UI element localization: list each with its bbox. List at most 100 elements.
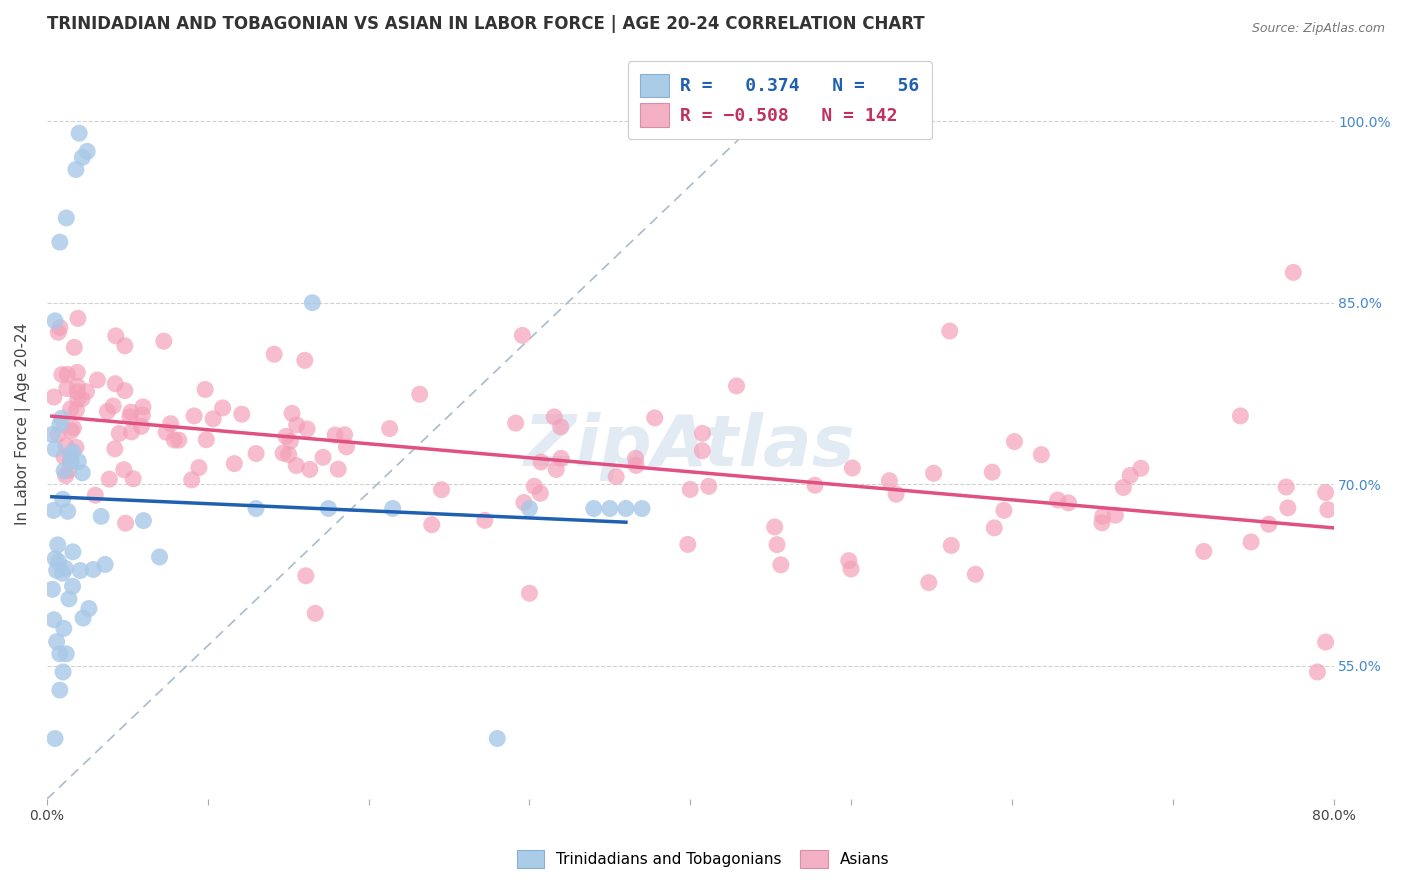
Point: [46, 538, 69, 552]
Point: [304, 607, 326, 621]
Point: [763, 520, 786, 534]
Point: [582, 501, 605, 516]
Point: [1091, 509, 1114, 524]
Point: [67, 126, 90, 140]
Point: [72, 611, 94, 625]
Point: [965, 567, 987, 582]
Point: [918, 575, 941, 590]
Point: [1315, 635, 1337, 649]
Point: [512, 328, 534, 343]
Point: [76, 145, 98, 159]
Point: [72, 466, 94, 480]
Point: [60, 454, 83, 468]
Point: [312, 450, 335, 465]
Point: [51, 566, 73, 581]
Point: [879, 474, 901, 488]
Point: [1031, 448, 1053, 462]
Point: [42, 503, 65, 517]
Point: [263, 347, 285, 361]
Point: [148, 549, 170, 564]
Point: [245, 501, 267, 516]
Point: [1257, 517, 1279, 532]
Point: [122, 472, 145, 486]
Point: [1306, 665, 1329, 679]
Point: [69, 564, 91, 578]
Point: [45, 564, 67, 578]
Point: [474, 513, 496, 527]
Point: [131, 408, 153, 422]
Point: [48, 555, 70, 569]
Point: [41, 427, 63, 442]
Point: [65, 162, 87, 177]
Point: [550, 451, 572, 466]
Point: [194, 383, 217, 397]
Legend: Trinidadians and Tobagonians, Asians: Trinidadians and Tobagonians, Asians: [510, 844, 896, 873]
Point: [104, 329, 127, 343]
Point: [333, 427, 356, 442]
Point: [55, 382, 77, 396]
Point: [841, 461, 863, 475]
Point: [62, 445, 84, 459]
Point: [839, 562, 862, 576]
Point: [766, 538, 789, 552]
Point: [409, 387, 432, 401]
Point: [285, 458, 308, 473]
Point: [884, 487, 907, 501]
Point: [101, 399, 124, 413]
Point: [66, 392, 89, 407]
Point: [1229, 409, 1251, 423]
Point: [55, 647, 77, 661]
Point: [187, 460, 209, 475]
Point: [1192, 544, 1215, 558]
Point: [52, 450, 75, 464]
Point: [108, 426, 131, 441]
Point: [60, 424, 83, 438]
Point: [1277, 500, 1299, 515]
Legend: R =   0.374   N =   56, R = −0.508   N = 142: R = 0.374 N = 56, R = −0.508 N = 142: [628, 62, 932, 139]
Point: [941, 538, 963, 552]
Point: [52, 492, 75, 507]
Point: [53, 464, 76, 478]
Point: [59, 448, 82, 462]
Point: [118, 409, 141, 424]
Point: [132, 514, 155, 528]
Point: [155, 425, 177, 440]
Point: [420, 517, 443, 532]
Point: [104, 376, 127, 391]
Point: [72, 150, 94, 164]
Point: [1046, 492, 1069, 507]
Point: [1004, 434, 1026, 449]
Point: [624, 451, 647, 466]
Point: [644, 410, 666, 425]
Point: [692, 426, 714, 441]
Point: [1112, 480, 1135, 494]
Point: [44, 442, 66, 456]
Point: [41, 582, 63, 597]
Point: [519, 586, 541, 600]
Point: [294, 353, 316, 368]
Text: ZipAtlas: ZipAtlas: [524, 412, 856, 481]
Text: Source: ZipAtlas.com: Source: ZipAtlas.com: [1251, 22, 1385, 36]
Point: [58, 591, 80, 606]
Point: [679, 483, 702, 497]
Point: [49, 683, 72, 698]
Point: [769, 558, 792, 572]
Point: [180, 473, 202, 487]
Point: [51, 368, 73, 382]
Point: [1282, 265, 1305, 279]
Point: [513, 495, 536, 509]
Point: [335, 440, 357, 454]
Point: [66, 379, 89, 393]
Point: [280, 434, 302, 449]
Point: [271, 446, 294, 460]
Point: [153, 334, 176, 348]
Point: [65, 440, 87, 454]
Point: [202, 412, 225, 426]
Point: [295, 569, 318, 583]
Point: [98, 472, 121, 486]
Point: [1240, 535, 1263, 549]
Point: [55, 439, 77, 453]
Point: [52, 621, 75, 635]
Point: [86, 373, 108, 387]
Point: [546, 462, 568, 476]
